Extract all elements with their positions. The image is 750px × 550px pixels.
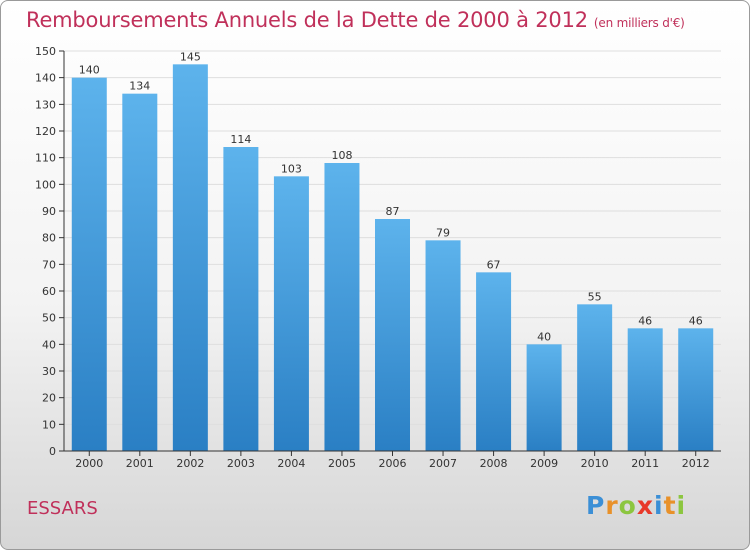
data-label: 87 <box>386 205 400 218</box>
x-tick-label: 2012 <box>682 457 710 470</box>
data-label: 79 <box>436 226 450 239</box>
x-tick-label: 2007 <box>429 457 457 470</box>
bar-2011 <box>627 328 663 451</box>
y-tick-label: 60 <box>42 285 56 298</box>
data-label: 108 <box>331 149 352 162</box>
x-tick-label: 2000 <box>75 457 103 470</box>
y-tick-label: 100 <box>35 178 56 191</box>
y-tick-label: 80 <box>42 232 56 245</box>
bar-2012 <box>678 328 714 451</box>
x-tick-label: 2009 <box>530 457 558 470</box>
y-tick-label: 70 <box>42 258 56 271</box>
proxiti-logo: Proxiti <box>586 491 687 520</box>
data-label: 55 <box>588 290 602 303</box>
chart-subtitle: (en milliers d'€) <box>593 16 685 30</box>
data-label: 145 <box>180 50 201 63</box>
bar-2001 <box>122 93 158 452</box>
y-tick-label: 50 <box>42 312 56 325</box>
data-label: 134 <box>129 80 150 93</box>
x-tick-label: 2004 <box>277 457 305 470</box>
bar-2006 <box>375 219 410 451</box>
y-tick-label: 30 <box>42 365 56 378</box>
y-tick-label: 150 <box>35 45 56 58</box>
chart-title-text: Remboursements Annuels de la Dette de 20… <box>26 8 588 32</box>
bar-2008 <box>476 272 512 451</box>
y-tick-label: 0 <box>49 445 56 458</box>
bar-2009 <box>526 344 562 451</box>
bar-2003 <box>223 147 259 451</box>
x-tick-label: 2002 <box>176 457 204 470</box>
y-tick-label: 130 <box>35 98 56 111</box>
chart-title: Remboursements Annuels de la Dette de 20… <box>26 8 685 32</box>
y-tick-label: 110 <box>35 152 56 165</box>
x-tick-label: 2003 <box>227 457 255 470</box>
data-label: 40 <box>537 330 551 343</box>
bar-2010 <box>577 304 613 451</box>
bar-2004 <box>273 176 309 452</box>
data-label: 114 <box>230 133 251 146</box>
x-tick-label: 2005 <box>328 457 356 470</box>
x-tick-label: 2011 <box>631 457 659 470</box>
bar-2005 <box>324 163 360 451</box>
x-tick-label: 2010 <box>581 457 609 470</box>
data-label: 46 <box>638 314 652 327</box>
x-tick-label: 2008 <box>480 457 508 470</box>
x-tick-label: 2006 <box>379 457 407 470</box>
data-label: 140 <box>79 64 100 77</box>
y-tick-label: 140 <box>35 72 56 85</box>
data-label: 46 <box>689 314 703 327</box>
y-tick-label: 90 <box>42 205 56 218</box>
data-label: 67 <box>487 258 501 271</box>
bars-group: 140 134 145 114 103 108 87 79 67 40 55 46 46 <box>71 50 714 452</box>
bar-2007 <box>425 240 461 451</box>
axes-group: 0 10 20 30 40 50 60 70 80 90 100 110 120 130 140 150 200… <box>35 45 721 470</box>
y-tick-label: 10 <box>42 418 56 431</box>
data-label: 103 <box>281 162 302 175</box>
y-tick-label: 20 <box>42 392 56 405</box>
commune-name: ESSARS <box>27 498 98 519</box>
x-tick-label: 2001 <box>126 457 154 470</box>
bar-2000 <box>71 77 107 452</box>
bar-2002 <box>172 64 208 452</box>
y-tick-label: 40 <box>42 338 56 351</box>
y-tick-label: 120 <box>35 125 56 138</box>
